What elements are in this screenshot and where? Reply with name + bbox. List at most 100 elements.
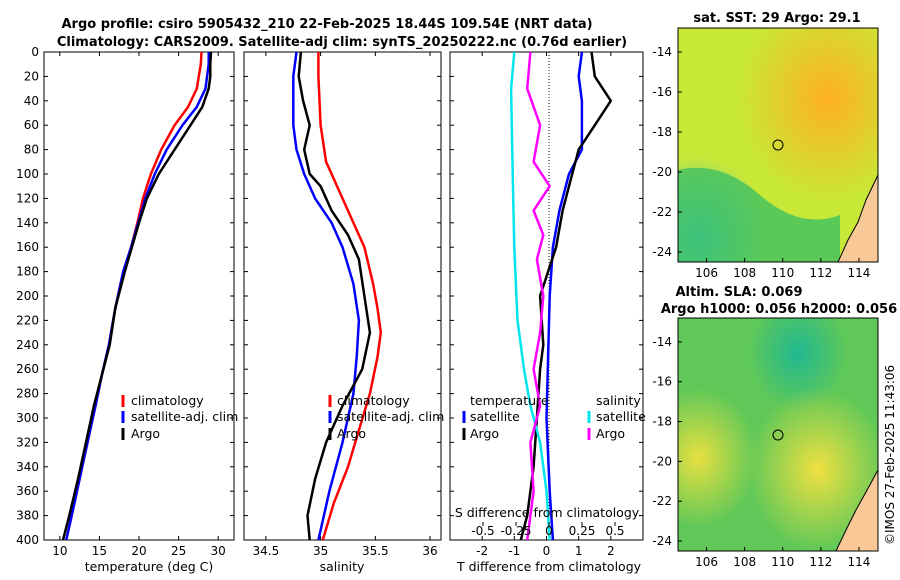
x-tick-label: 35 (313, 544, 328, 558)
map-y-tick-label: -24 (652, 534, 672, 548)
y-tick-label: 20 (24, 69, 39, 83)
y-tick-label: 100 (16, 167, 39, 181)
s-tick-label: -0.5 (471, 524, 494, 538)
map-y-tick-label: -14 (652, 335, 672, 349)
difference-legend: temperature satellite Argo salinity sate… (462, 393, 646, 441)
y-tick-label: 0 (31, 45, 39, 59)
series-argo (61, 52, 213, 540)
s-difference-axis: -0.5 -0.25 0 0.25 0.5 (471, 522, 625, 538)
map-y-tick-label: -16 (652, 85, 672, 99)
map-x-tick-label: 112 (809, 555, 832, 569)
map-y-tick-label: -18 (652, 415, 672, 429)
map-x-tick-label: 114 (847, 555, 870, 569)
salinity-panel (243, 51, 442, 541)
sst-map-frame (677, 27, 879, 263)
legend-argo: Argo (131, 426, 160, 441)
temperature-series (61, 52, 213, 540)
x-tick-label: 35.5 (362, 544, 389, 558)
x-tick-label: -1 (508, 544, 520, 558)
salinity-legend: climatology satellite-adj. clim Argo (328, 393, 444, 441)
y-tick-label: 40 (24, 94, 39, 108)
difference-panel (449, 51, 644, 541)
salinity-xlabel: salinity (320, 559, 365, 574)
y-tick-label: 160 (16, 240, 39, 254)
sla-map (677, 317, 879, 552)
x-tick-label: 20 (131, 544, 146, 558)
temperature-legend: climatology satellite-adj. clim Argo (121, 393, 238, 441)
s-tick-label: 0.5 (605, 524, 624, 538)
legend-satellite: satellite-adj. clim (337, 409, 444, 424)
legend-climatology: climatology (337, 393, 410, 408)
legend-salinity-header: salinity (596, 393, 641, 408)
series-s-argo (525, 52, 551, 540)
sla-yellow-region-2 (678, 318, 878, 551)
x-tick-label: 2 (607, 544, 615, 558)
s-tick-label: -0.25 (500, 524, 531, 538)
x-tick-label: -2 (476, 544, 488, 558)
map-x-tick-label: 114 (847, 266, 870, 280)
map-x-tick-label: 106 (695, 266, 718, 280)
legend-argo: Argo (337, 426, 366, 441)
y-tick-label: 360 (16, 484, 39, 498)
y-tick-label: 60 (24, 118, 39, 132)
y-tick-label: 260 (16, 362, 39, 376)
map-x-tick-label: 108 (733, 266, 756, 280)
map-x-tick-label: 112 (809, 266, 832, 280)
y-tick-label: 180 (16, 265, 39, 279)
salinity-x-axis: 34.5 35 35.5 36 (253, 52, 438, 558)
series-argo (297, 52, 372, 540)
map-x-tick-label: 110 (771, 555, 794, 569)
series-t-argo (519, 52, 613, 540)
sla-map-axes: 106 108 110 112 114 -14 -16 -18 -20 -22 -24 (652, 335, 870, 569)
series-s-satellite (509, 52, 551, 540)
legend-temperature-header: temperature (470, 393, 549, 408)
copyright-text: ©IMOS 27-Feb-2025 11:43:06 (883, 365, 897, 545)
y-tick-label: 400 (16, 533, 39, 547)
sst-map (677, 27, 879, 263)
legend-t-satellite: satellite (470, 409, 520, 424)
salinity-series (292, 52, 383, 540)
map-y-tick-label: -20 (652, 454, 672, 468)
x-tick-label: 10 (52, 544, 67, 558)
sla-argo-marker (772, 429, 784, 441)
sst-map-axes: 106 108 110 112 114 -14 -16 -18 -20 -22 -24 (652, 45, 870, 280)
figure-title-line1: Argo profile: csiro 5905432_210 22-Feb-2… (61, 17, 592, 32)
y-tick-label: 220 (16, 313, 39, 327)
depth-axis: 0 20 40 60 80 100 120 140 160 180 200 220 240 260 280 3… (16, 45, 643, 547)
temperature-xlabel: temperature (deg C) (85, 559, 214, 574)
series-climatology (317, 52, 383, 540)
legend-satellite: satellite-adj. clim (131, 409, 238, 424)
map-y-tick-label: -16 (652, 375, 672, 389)
map-y-tick-label: -20 (652, 165, 672, 179)
sst-map-title: sat. SST: 29 Argo: 29.1 (693, 11, 860, 26)
legend-t-argo: Argo (470, 426, 499, 441)
y-tick-label: 80 (24, 143, 39, 157)
temperature-x-axis: 10 15 20 25 30 (52, 52, 226, 558)
map-y-tick-label: -22 (652, 494, 672, 508)
map-x-tick-label: 110 (771, 266, 794, 280)
s-tick-label: 0.25 (569, 524, 596, 538)
y-tick-label: 340 (16, 460, 39, 474)
y-tick-label: 200 (16, 289, 39, 303)
sst-argo-marker (772, 139, 784, 151)
sla-map-title-line2: Argo h1000: 0.056 h2000: 0.056 (661, 302, 897, 317)
map-y-tick-label: -18 (652, 125, 672, 139)
sst-green-band (678, 167, 840, 262)
difference-x-axis: -2 -1 0 1 2 (476, 52, 615, 558)
x-tick-label: 0 (543, 544, 551, 558)
series-satellite-adj-clim (292, 52, 361, 540)
s-tick-label: 0 (545, 524, 553, 538)
map-y-tick-label: -24 (652, 245, 672, 259)
difference-series (509, 52, 613, 540)
x-tick-label: 30 (211, 544, 226, 558)
temperature-panel (43, 51, 235, 541)
series-satellite-adj-clim (64, 52, 210, 540)
legend-s-satellite: satellite (596, 409, 646, 424)
map-y-tick-label: -22 (652, 205, 672, 219)
y-tick-label: 380 (16, 509, 39, 523)
y-tick-label: 320 (16, 435, 39, 449)
legend-climatology: climatology (131, 393, 204, 408)
x-tick-label: 25 (171, 544, 186, 558)
map-x-tick-label: 108 (733, 555, 756, 569)
